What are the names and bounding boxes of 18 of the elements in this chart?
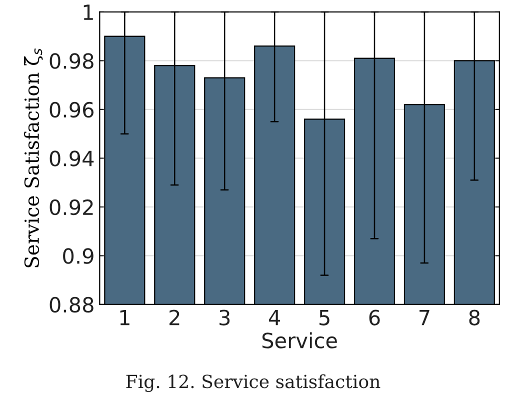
- x-tick-label: 2: [170, 310, 180, 326]
- x-tick-label: 6: [369, 310, 380, 326]
- y-tick-label: 0.94: [50, 150, 94, 166]
- y-axis-title: Service Satisfaction ζ̄$_{s}$: [24, 48, 43, 268]
- x-tick-label: 4: [268, 310, 280, 326]
- x-tick-label: 8: [469, 310, 480, 326]
- y-tick-label: 0.98: [50, 53, 94, 69]
- y-tick-label: 1: [84, 4, 93, 20]
- y-tick-label: 0.9: [63, 248, 94, 264]
- x-tick-label: 3: [220, 310, 230, 326]
- x-tick-label: 7: [420, 310, 430, 326]
- y-tick-label: 0.88: [50, 296, 94, 313]
- x-tick-label: 5: [320, 310, 330, 326]
- y-tick-label: 0.92: [50, 199, 93, 216]
- x-tick-label: 1: [120, 310, 130, 326]
- x-axis-title: Service: [262, 332, 337, 348]
- y-tick-label: 0.96: [50, 102, 94, 118]
- caption: Fig. 12. Service satisfaction: [126, 374, 380, 392]
